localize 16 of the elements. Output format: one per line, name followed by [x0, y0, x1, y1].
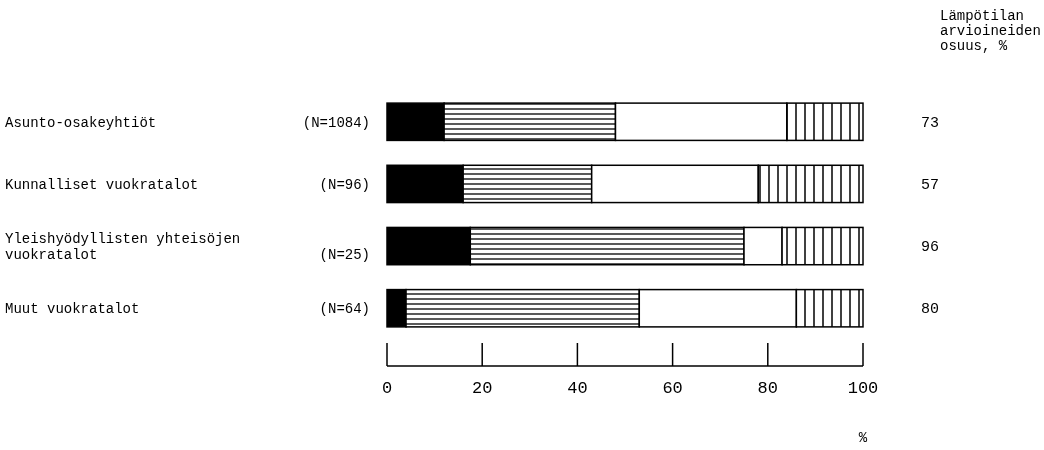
category-label: Muut vuokratalot (N=64) — [5, 301, 370, 318]
x-tick-label: 80 — [757, 379, 778, 398]
text: 80 — [920, 301, 940, 319]
x-tick-label: 0 — [381, 379, 393, 398]
x-tick-label: 60 — [662, 379, 683, 398]
x-axis-title: % — [858, 430, 868, 446]
text: 57 — [920, 176, 940, 194]
x-tick-label: 20 — [472, 379, 493, 398]
x-tick-label: 40 — [567, 379, 588, 398]
text: 73 — [920, 114, 940, 132]
x-tick-label: 100 — [847, 379, 879, 398]
category-label: Kunnalliset vuokratalot (N=96) — [5, 176, 370, 193]
category-label: Yleishyödyllisten yhteisöjen vuokratalot (N=25) — [5, 231, 370, 264]
category-label: Asunto-osakeyhtiöt (N=1084) — [5, 114, 370, 131]
text: 96 — [920, 239, 940, 257]
text: Lämpötilan arvioineiden osuus, % — [940, 8, 1041, 54]
